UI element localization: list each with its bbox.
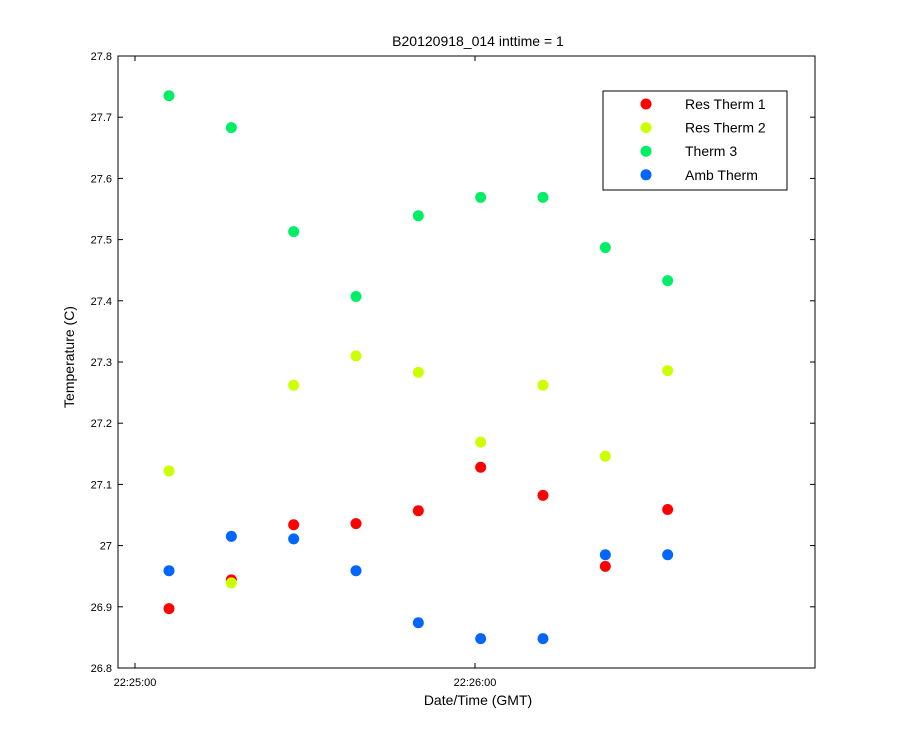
data-point <box>537 191 549 203</box>
y-tick-label: 27.8 <box>91 51 112 63</box>
data-point <box>225 577 237 589</box>
y-tick-label: 26.9 <box>91 602 112 614</box>
data-point <box>537 633 549 645</box>
y-tick-label: 27.3 <box>91 357 112 369</box>
y-tick-label: 27.2 <box>91 418 112 430</box>
series-1 <box>163 350 674 589</box>
data-point <box>350 565 362 577</box>
legend-box <box>602 90 788 191</box>
series-2 <box>163 90 674 303</box>
data-point <box>662 549 674 561</box>
data-point <box>662 275 674 287</box>
data-point <box>225 122 237 134</box>
data-point <box>475 461 487 473</box>
data-point <box>599 560 611 572</box>
legend-label: Amb Therm <box>685 167 758 183</box>
y-axis-label: Temperature (C) <box>61 306 77 408</box>
data-point <box>412 210 424 222</box>
data-point <box>475 191 487 203</box>
x-axis-label: Date/Time (GMT) <box>424 692 532 708</box>
data-point <box>599 450 611 462</box>
y-axis: 26.8 26.9 27 27.1 27.2 27.3 27.4 27.5 27.6 27.7 27… <box>91 51 815 675</box>
data-point <box>599 549 611 561</box>
data-point <box>163 565 175 577</box>
data-point <box>350 291 362 303</box>
data-point <box>475 633 487 645</box>
y-tick-label: 27.6 <box>91 173 112 185</box>
y-tick-label: 27 <box>100 541 112 553</box>
x-tick-label: 22:26:00 <box>454 677 497 689</box>
x-tick-label: 22:25:00 <box>114 677 157 689</box>
legend-marker <box>640 122 652 134</box>
series-3 <box>163 530 674 645</box>
data-point <box>412 505 424 517</box>
data-point <box>662 503 674 515</box>
data-point <box>163 90 175 102</box>
x-axis: 22:25:00 22:26:00 <box>114 56 497 689</box>
data-point <box>288 519 300 531</box>
y-tick-label: 27.7 <box>91 112 112 124</box>
data-point <box>475 436 487 448</box>
data-point <box>350 518 362 530</box>
y-tick-label: 27.5 <box>91 235 112 247</box>
chart-title: B20120918_014 inttime = 1 <box>392 33 564 49</box>
data-point <box>412 366 424 378</box>
data-point <box>163 465 175 477</box>
legend-label: Res Therm 2 <box>685 120 766 136</box>
data-point <box>288 533 300 545</box>
y-tick-label: 26.8 <box>91 663 112 675</box>
data-point <box>537 489 549 501</box>
data-point <box>163 603 175 615</box>
data-point <box>288 379 300 391</box>
data-point <box>537 379 549 391</box>
legend: Res Therm 1 Res Therm 2 Therm 3 Amb Therm <box>602 90 788 191</box>
data-point <box>412 617 424 629</box>
series-0 <box>163 461 674 615</box>
data-point <box>599 242 611 254</box>
legend-marker <box>640 98 652 110</box>
y-tick-label: 27.4 <box>91 296 112 308</box>
y-tick-label: 27.1 <box>91 479 112 491</box>
data-point <box>662 365 674 377</box>
legend-marker <box>640 169 652 181</box>
legend-label: Res Therm 1 <box>685 96 766 112</box>
data-points <box>163 90 674 645</box>
data-point <box>288 226 300 238</box>
legend-label: Therm 3 <box>685 143 737 159</box>
data-point <box>225 530 237 542</box>
data-point <box>350 350 362 362</box>
legend-marker <box>640 145 652 157</box>
